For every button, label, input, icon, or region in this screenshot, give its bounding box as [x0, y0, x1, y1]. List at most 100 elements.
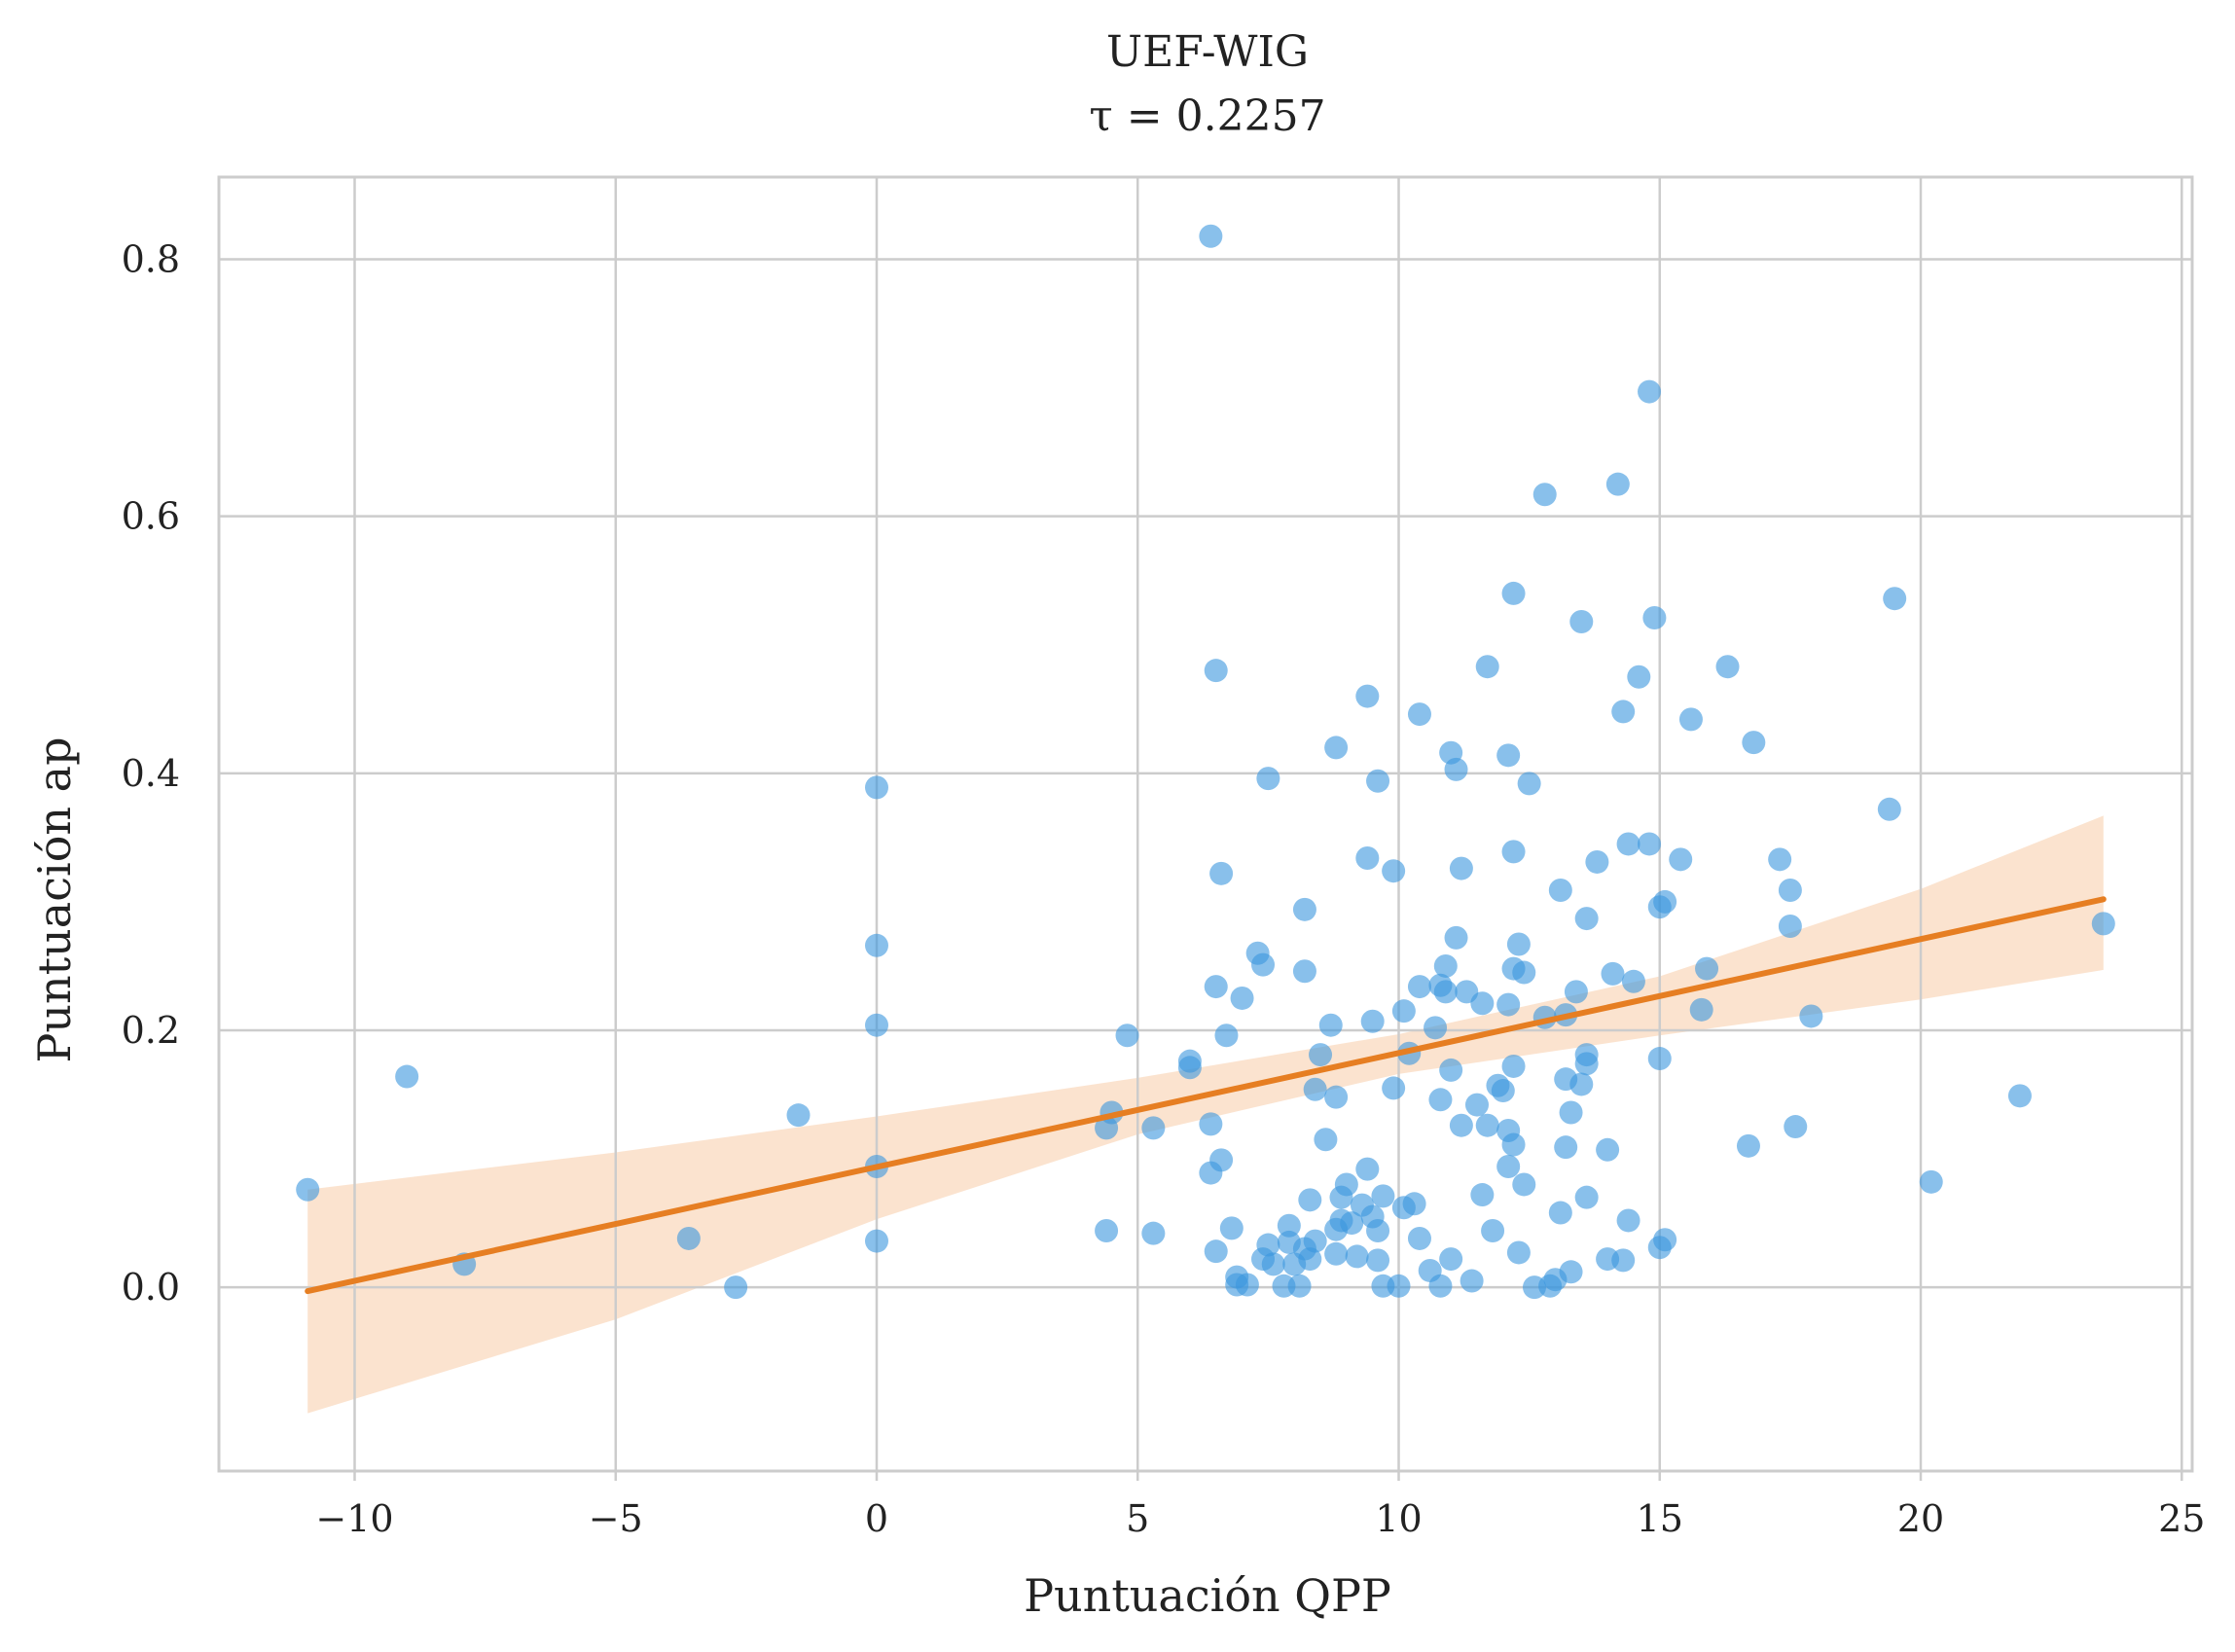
chart-subtitle: τ = 0.2257 — [1089, 91, 1325, 141]
data-point — [1095, 1219, 1119, 1243]
data-point — [1141, 1221, 1166, 1245]
data-point — [1883, 587, 1907, 611]
data-point — [1501, 581, 1526, 605]
data-point — [1256, 767, 1280, 791]
data-point — [1564, 980, 1588, 1004]
data-point — [1470, 1183, 1495, 1207]
x-tick-label: 25 — [2158, 1497, 2205, 1540]
data-point — [1768, 847, 1792, 872]
data-point — [296, 1177, 320, 1202]
y-tick-label: 0.0 — [122, 1266, 180, 1309]
data-point — [1141, 1116, 1166, 1140]
data-point — [1715, 655, 1740, 679]
data-point — [1627, 664, 1651, 689]
data-point — [1235, 1273, 1259, 1297]
data-point — [1366, 769, 1390, 793]
data-point — [1366, 1248, 1390, 1273]
data-point — [1199, 1161, 1223, 1185]
data-point — [1177, 1056, 1202, 1080]
data-point — [676, 1226, 701, 1250]
data-point — [1115, 1024, 1139, 1048]
data-point — [1638, 379, 1662, 404]
data-point — [1298, 1247, 1322, 1272]
data-point — [1559, 1100, 1583, 1125]
data-point — [1287, 1274, 1312, 1298]
data-point — [1559, 1260, 1583, 1284]
data-point — [1424, 1016, 1448, 1040]
data-point — [1428, 1088, 1453, 1112]
data-point — [1204, 975, 1228, 999]
x-tick-label: −10 — [315, 1497, 393, 1540]
y-axis-label: Puntuación ap — [28, 736, 81, 1062]
data-point — [1678, 707, 1703, 732]
x-tick-label: 5 — [1126, 1497, 1149, 1540]
data-point — [1778, 915, 1802, 938]
data-point — [1695, 956, 1719, 981]
data-point — [1199, 224, 1223, 248]
data-point — [1449, 856, 1473, 880]
data-point — [1616, 1208, 1640, 1233]
data-point — [1574, 907, 1599, 931]
data-point — [1433, 953, 1458, 978]
data-point — [1230, 986, 1254, 1010]
data-point — [1574, 1185, 1599, 1209]
data-point — [1303, 1077, 1327, 1101]
data-point — [786, 1103, 811, 1128]
data-point — [1407, 975, 1431, 999]
data-point — [1360, 1009, 1385, 1033]
data-point — [1611, 1248, 1636, 1273]
data-point — [865, 775, 888, 800]
x-tick-label: 15 — [1637, 1497, 1683, 1540]
data-point — [1402, 1192, 1426, 1216]
x-tick-label: 10 — [1375, 1497, 1422, 1540]
data-point — [1303, 1229, 1327, 1253]
data-point — [1574, 1043, 1599, 1067]
data-point — [1214, 1024, 1239, 1048]
y-tick-label: 0.8 — [122, 238, 180, 281]
data-point — [1517, 772, 1541, 796]
data-point — [2091, 912, 2115, 936]
x-tick-label: 20 — [1897, 1497, 1944, 1540]
data-point — [1506, 1240, 1531, 1265]
x-axis-label: Puntuación QPP — [1024, 1569, 1391, 1622]
data-point — [1778, 879, 1802, 903]
data-point — [1334, 1172, 1358, 1197]
data-point — [1324, 736, 1349, 760]
data-point — [865, 1013, 888, 1037]
data-point — [1324, 1241, 1349, 1266]
data-point — [1439, 1058, 1463, 1082]
data-point — [1391, 999, 1416, 1024]
data-point — [395, 1064, 419, 1089]
data-point — [1491, 1079, 1515, 1103]
x-tick-label: 0 — [865, 1497, 888, 1540]
data-point — [1444, 757, 1468, 781]
data-point — [1501, 840, 1526, 864]
data-point — [1784, 1115, 1808, 1139]
data-point — [1548, 1201, 1572, 1225]
chart-title: UEF-WIG — [1106, 27, 1309, 77]
data-point — [1355, 1157, 1380, 1181]
data-point — [1554, 1135, 1578, 1160]
data-point — [1616, 832, 1640, 856]
data-point — [1569, 609, 1594, 633]
data-point — [2007, 1084, 2032, 1108]
regression-layer — [305, 896, 2107, 1295]
data-point — [1204, 1239, 1228, 1264]
data-point — [1638, 832, 1662, 856]
data-point — [1309, 1043, 1333, 1067]
data-point — [1464, 1093, 1489, 1117]
data-point — [1318, 1013, 1343, 1037]
data-point — [1742, 731, 1766, 755]
data-point — [1512, 960, 1536, 985]
tick-label-layer: −10 −5 0 5 10 15 20 25 0.0 0.2 0.4 0.6 0.8 — [122, 238, 2206, 1540]
data-point — [1496, 1154, 1521, 1178]
data-point — [1512, 1172, 1536, 1197]
data-point — [1449, 1113, 1473, 1137]
data-point — [1433, 980, 1458, 1004]
data-point — [724, 1275, 748, 1300]
data-point — [1601, 961, 1625, 986]
data-point — [1209, 861, 1234, 885]
data-point — [1647, 1047, 1672, 1071]
data-point — [1407, 702, 1431, 727]
